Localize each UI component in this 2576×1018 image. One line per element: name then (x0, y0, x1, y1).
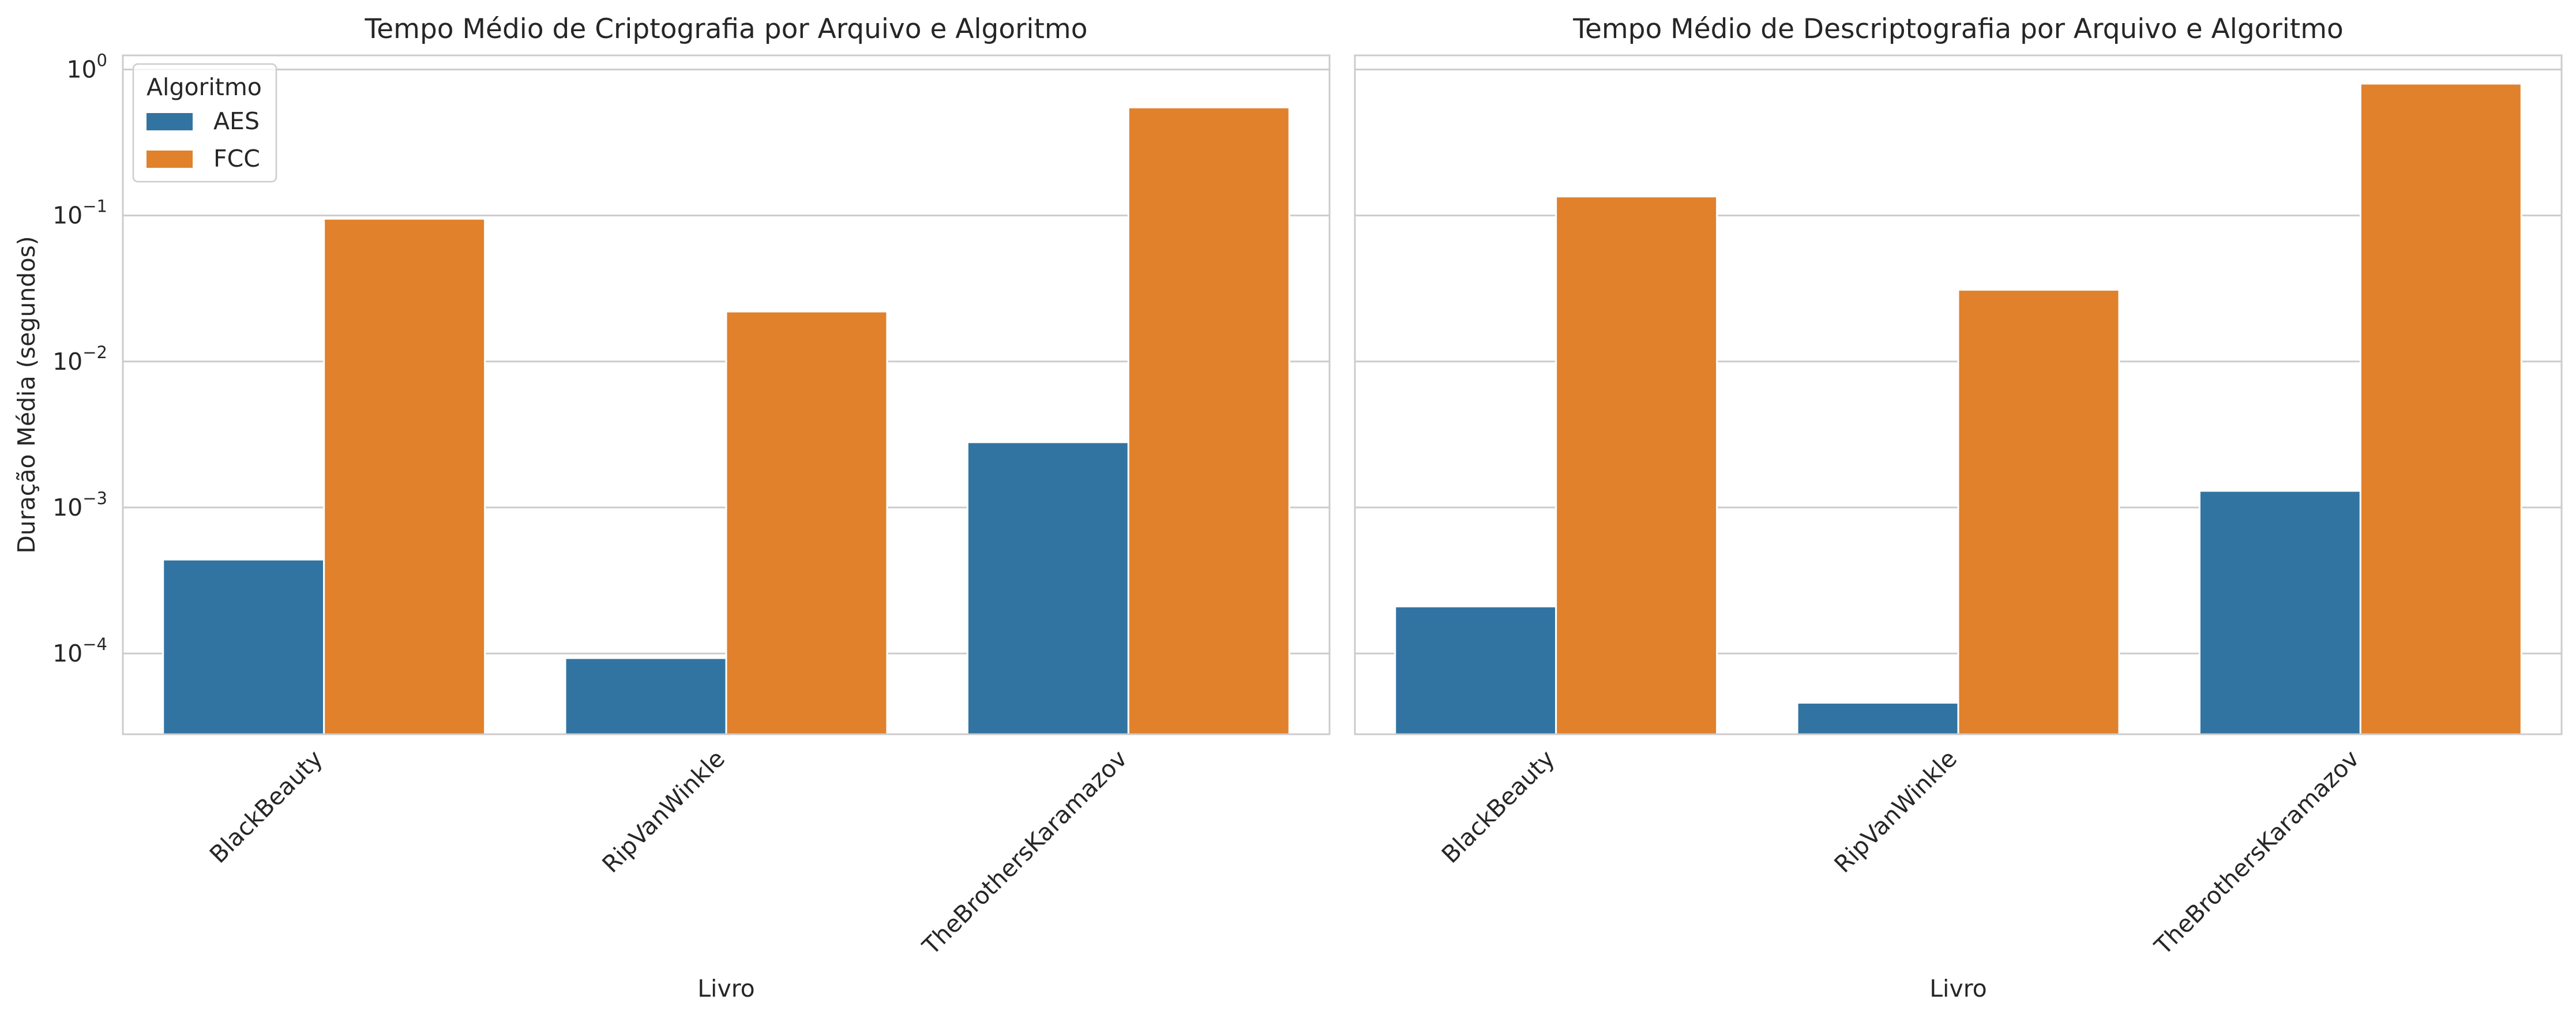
bar-fcc-blackbeauty (323, 217, 486, 735)
bar-fcc-thebrotherskaramazov (2359, 82, 2522, 735)
bar-fcc-blackbeauty (1555, 196, 1718, 735)
decryption-bars (1394, 82, 2522, 735)
bar-fcc-ripvanwinkle (1957, 288, 2120, 735)
x-tick-label: TheBrothersKaramazov (917, 745, 1132, 960)
bar-aes-blackbeauty (1394, 605, 1557, 735)
legend-swatch-aes (147, 113, 193, 130)
encryption-x-axis-label: Livro (697, 975, 755, 1002)
bar-aes-ripvanwinkle (564, 657, 727, 735)
y-tick-label: 10−1 (52, 197, 107, 230)
x-tick-label: TheBrothersKaramazov (2149, 745, 2364, 960)
legend: Algoritmo AES FCC (132, 63, 277, 183)
decryption-x-tick-labels: BlackBeauty RipVanWinkle TheBrothersKarama… (1436, 745, 2364, 960)
decryption-plot-frame (1354, 54, 2563, 735)
decryption-x-axis-label: Livro (1929, 975, 1987, 1002)
bar-fcc-ripvanwinkle (725, 310, 888, 735)
y-tick-label: 10−4 (52, 634, 107, 667)
legend-title: Algoritmo (147, 73, 262, 101)
x-tick-label: BlackBeauty (1436, 745, 1560, 869)
bar-aes-ripvanwinkle (1796, 701, 1959, 735)
y-tick-labels: 10−4 10−3 10−2 10−1 100 (52, 51, 107, 668)
bar-fcc-thebrotherskaramazov (1127, 106, 1290, 735)
decryption-chart-panel: Tempo Médio de Descriptografia por Arqui… (1354, 13, 2563, 1002)
y-axis-label: Duração Média (segundos) (13, 236, 40, 554)
bar-aes-blackbeauty (162, 558, 325, 735)
y-tick-label: 10−2 (52, 343, 107, 375)
x-tick-label: RipVanWinkle (597, 745, 730, 878)
decryption-chart-title: Tempo Médio de Descriptografia por Arqui… (1572, 13, 2344, 45)
encryption-chart-title: Tempo Médio de Criptografia por Arquivo … (365, 13, 1088, 45)
encryption-x-tick-labels: BlackBeauty RipVanWinkle TheBrothersKarama… (204, 745, 1132, 960)
bar-aes-thebrotherskaramazov (966, 441, 1129, 735)
x-tick-label: RipVanWinkle (1829, 745, 1962, 878)
y-tick-label: 100 (66, 51, 107, 84)
legend-items: AES FCC (147, 107, 260, 172)
legend-swatch-fcc (147, 151, 193, 168)
bar-aes-thebrotherskaramazov (2198, 490, 2361, 735)
x-tick-label: BlackBeauty (204, 745, 328, 869)
encryption-chart-panel: Tempo Médio de Criptografia por Arquivo … (13, 13, 1331, 1002)
encryption-plot-frame (122, 54, 1331, 735)
legend-label-aes: AES (213, 107, 260, 135)
legend-label-fcc: FCC (213, 145, 260, 172)
encryption-bars (162, 106, 1290, 735)
y-tick-label: 10−3 (52, 489, 107, 521)
